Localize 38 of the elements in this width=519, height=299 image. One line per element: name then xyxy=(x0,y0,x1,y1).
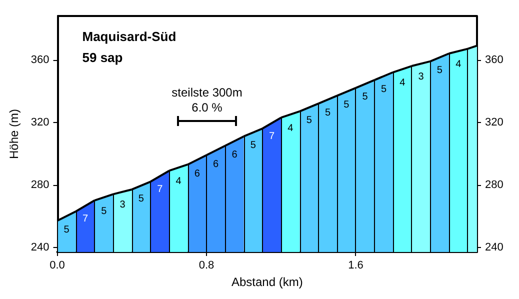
y2-tick-label: 360 xyxy=(485,54,504,66)
x-tick-label: 0.0 xyxy=(50,260,65,272)
annotation: 6 xyxy=(213,158,220,170)
x-tick-label: 1.6 xyxy=(348,260,364,272)
annotation: 5 xyxy=(64,224,70,236)
text: Maquisard-Süd xyxy=(82,29,176,44)
y-tick-label: 280 xyxy=(30,178,50,191)
annotation: 5 xyxy=(380,84,387,95)
annotation: 3 xyxy=(418,71,424,82)
annotation: steilste 300m 6.0 % xyxy=(172,86,242,114)
annotation: 4 xyxy=(456,58,462,70)
x-tick-label: 0.8 xyxy=(198,260,214,272)
annotation: 7 xyxy=(82,214,88,225)
annotation: 5 xyxy=(344,100,350,111)
y-axis-title: Höhe (m) xyxy=(7,108,21,160)
annotation: 5 xyxy=(324,107,331,118)
y2-tick-label: 240 xyxy=(485,241,504,254)
x-axis-title: Abstand (km) xyxy=(231,274,303,289)
annotation: 4 xyxy=(400,78,406,89)
y-tick-label: 240 xyxy=(30,241,50,254)
y-tick-label: 360 xyxy=(30,54,50,66)
y-tick-label: 320 xyxy=(30,116,50,128)
annotation: 6 xyxy=(194,168,200,180)
annotation: 5 xyxy=(362,92,368,103)
annotation: 3 xyxy=(120,200,126,211)
annotation: 5 xyxy=(436,65,443,76)
y2-tick-label: 280 xyxy=(485,178,504,191)
annotation: 4 xyxy=(288,122,294,134)
annotation: 5 xyxy=(101,206,108,217)
y2-tick-label: 320 xyxy=(485,116,504,128)
annotation: 7 xyxy=(269,130,276,142)
annotation: 6 xyxy=(232,150,238,161)
annotation: 5 xyxy=(250,140,256,152)
annotation: 5 xyxy=(138,193,144,204)
text: 59 sap xyxy=(82,50,123,65)
annotation: 4 xyxy=(176,176,182,188)
annotation: 7 xyxy=(157,184,164,195)
annotation: 5 xyxy=(306,115,312,126)
